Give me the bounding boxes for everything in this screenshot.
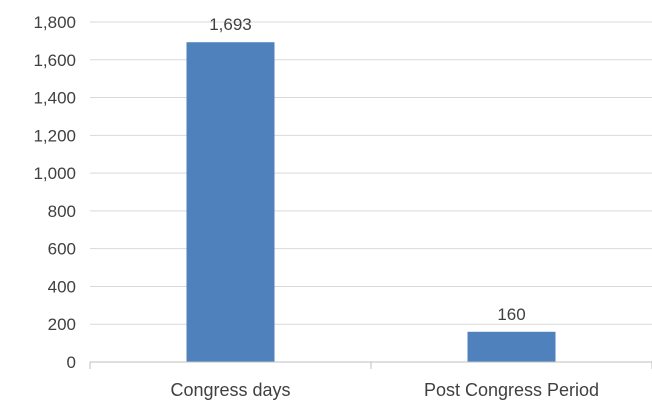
y-tick-label: 1,200 [33,126,76,145]
y-tick-label: 1,800 [33,13,76,32]
y-axis-tick-labels: 0 200 400 600 800 1,000 1,200 1,400 1,600 1,800 [33,13,76,372]
bar-1 [186,42,275,362]
y-tick-label: 200 [48,315,76,334]
y-tick-label: 1,400 [33,89,76,108]
data-labels: 1,693 160 [209,15,525,324]
y-tick-label: 1,000 [33,164,76,183]
bars [186,42,556,362]
y-tick-label: 1,600 [33,51,76,70]
category-label: Post Congress Period [424,380,599,400]
gridlines [90,21,652,325]
y-tick-label: 400 [48,277,76,296]
y-tick-label: 600 [48,240,76,259]
bar-2 [467,331,556,362]
y-tick-label: 800 [48,202,76,221]
y-tick-label: 0 [67,353,76,372]
data-label: 160 [497,305,525,324]
x-axis: Congress days Post Congress Period [89,361,652,400]
category-label: Congress days [170,380,290,400]
data-label: 1,693 [209,15,252,34]
